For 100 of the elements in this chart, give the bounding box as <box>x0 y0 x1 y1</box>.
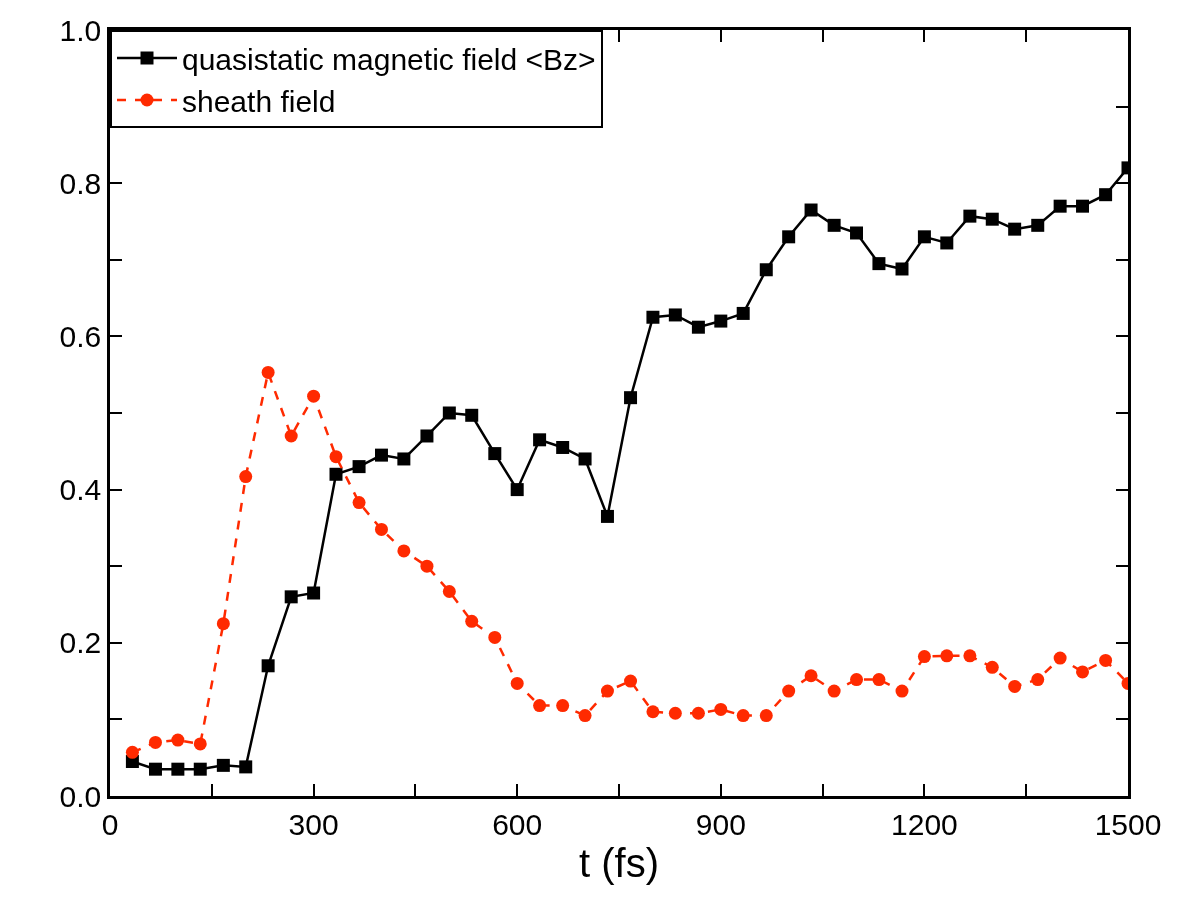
point <box>578 709 592 723</box>
x-tick-label: 600 <box>492 807 543 841</box>
point <box>556 440 570 454</box>
point <box>759 709 773 723</box>
point <box>736 709 750 723</box>
point <box>488 630 502 644</box>
point <box>1031 218 1045 232</box>
point <box>261 659 275 673</box>
point <box>1053 651 1067 665</box>
point <box>646 705 660 719</box>
point <box>600 684 614 698</box>
point <box>465 614 479 628</box>
point <box>488 447 502 461</box>
point <box>624 391 638 405</box>
point <box>442 406 456 420</box>
x-tick-label: 900 <box>695 807 746 841</box>
point <box>872 257 886 271</box>
point <box>284 590 298 604</box>
point <box>374 522 388 536</box>
point <box>782 230 796 244</box>
point <box>1076 199 1090 213</box>
point <box>420 559 434 573</box>
point <box>940 649 954 663</box>
x-axis-title: t (fs) <box>579 841 659 886</box>
point <box>1008 679 1022 693</box>
y-tick-label: 0.8 <box>59 166 102 200</box>
point <box>668 706 682 720</box>
point <box>216 758 230 772</box>
x-tick-label: 300 <box>288 807 339 841</box>
y-tick-label: 0.6 <box>59 319 102 353</box>
point <box>827 684 841 698</box>
point <box>624 674 638 688</box>
x-tick-label: 1200 <box>891 807 958 841</box>
point <box>963 209 977 223</box>
point <box>691 706 705 720</box>
point <box>985 212 999 226</box>
point <box>420 429 434 443</box>
x-tick-label: 0 <box>101 807 119 841</box>
point <box>193 762 207 776</box>
point <box>352 496 366 510</box>
point <box>533 433 547 447</box>
point <box>872 673 886 687</box>
point <box>1099 188 1113 202</box>
point <box>374 448 388 462</box>
point <box>714 314 728 328</box>
point <box>533 699 547 713</box>
point <box>578 452 592 466</box>
y-tick-label: 0.4 <box>59 473 102 507</box>
point <box>352 460 366 474</box>
y-tick-label: 0.0 <box>59 779 102 813</box>
legend-label: quasistatic magnetic field <Bz> <box>182 42 596 76</box>
point <box>193 737 207 751</box>
point <box>556 699 570 713</box>
point <box>510 676 524 690</box>
point <box>1076 665 1090 679</box>
point <box>895 262 909 276</box>
point <box>1053 199 1067 213</box>
point <box>827 218 841 232</box>
point <box>216 617 230 631</box>
point <box>646 310 660 324</box>
point <box>148 735 162 749</box>
point <box>963 649 977 663</box>
point <box>284 429 298 443</box>
point <box>329 450 343 464</box>
point <box>239 470 253 484</box>
point <box>714 702 728 716</box>
point <box>691 320 705 334</box>
point <box>465 408 479 422</box>
point <box>239 760 253 774</box>
legend-label: sheath field <box>182 84 336 118</box>
point <box>804 669 818 683</box>
point <box>307 389 321 403</box>
point <box>1099 653 1113 667</box>
point <box>397 544 411 558</box>
point <box>510 483 524 497</box>
point <box>600 509 614 523</box>
point <box>397 452 411 466</box>
x-tick-label: 1500 <box>1094 807 1162 841</box>
point <box>850 226 864 240</box>
point <box>917 230 931 244</box>
point <box>782 684 796 698</box>
point <box>171 762 185 776</box>
point <box>940 236 954 250</box>
point <box>917 650 931 664</box>
point <box>1008 222 1022 236</box>
point <box>329 467 343 481</box>
point <box>307 586 321 600</box>
point <box>148 762 162 776</box>
point <box>442 584 456 598</box>
point <box>895 684 909 698</box>
point <box>985 660 999 674</box>
point <box>1031 673 1045 687</box>
y-tick-label: 0.2 <box>59 626 102 660</box>
point <box>850 673 864 687</box>
point <box>668 308 682 322</box>
point <box>171 733 185 747</box>
point <box>759 263 773 277</box>
y-tick-label: 1.0 <box>59 13 102 47</box>
point <box>125 745 139 759</box>
point <box>261 365 275 379</box>
